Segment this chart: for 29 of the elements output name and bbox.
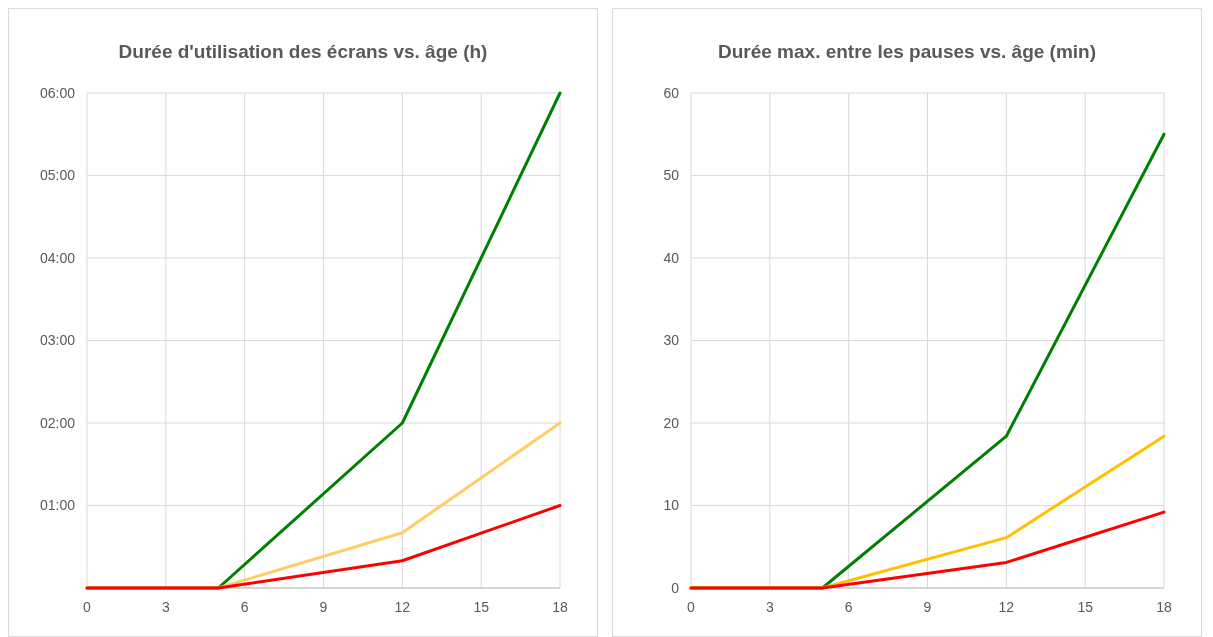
y-tick-label: 50 [663,167,680,184]
x-tick-label: 6 [844,599,853,615]
y-tick-label: 04:00 [39,249,76,266]
chart-title: Durée max. entre les pauses vs. âge (min) [717,41,1097,62]
y-tick-label: 02:00 [39,414,76,431]
x-tick-label: 9 [923,599,932,615]
y-tick-label: 30 [663,332,680,349]
y-tick-label: 03:00 [39,332,76,349]
x-tick-label: 12 [394,599,411,615]
x-tick-label: 15 [473,599,490,615]
y-tick-label: 40 [663,249,680,266]
x-tick-label: 18 [1156,599,1172,615]
x-tick-label: 3 [161,599,170,615]
y-tick-label: 01:00 [39,497,76,514]
y-tick-label: 06:00 [39,84,76,101]
x-tick-label: 0 [687,599,696,615]
y-tick-label: 05:00 [39,167,76,184]
x-tick-label: 0 [83,599,92,615]
x-tick-label: 9 [319,599,328,615]
y-tick-label: 60 [663,84,680,101]
x-tick-label: 18 [552,599,568,615]
y-tick-label: 0 [671,579,680,596]
chart-title: Durée d'utilisation des écrans vs. âge (h) [118,41,488,62]
y-tick-label: 10 [663,497,680,514]
x-tick-label: 6 [240,599,249,615]
x-tick-label: 12 [998,599,1015,615]
x-tick-label: 3 [765,599,774,615]
y-tick-label: 20 [663,414,680,431]
x-tick-label: 15 [1077,599,1094,615]
